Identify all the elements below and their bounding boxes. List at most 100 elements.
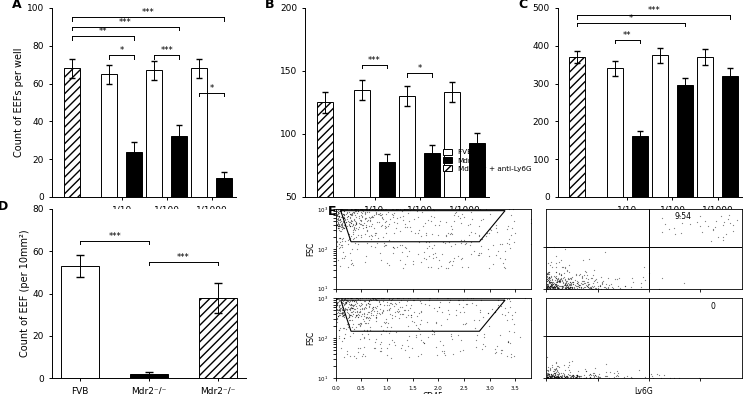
Point [377,307,389,314]
Point [350,299,362,305]
Point [345,304,357,310]
Point [371,218,383,225]
Point [430,319,442,325]
Point [562,362,574,368]
Text: **: ** [623,31,631,40]
Point [330,225,342,231]
Point [618,374,630,381]
Point [374,206,386,212]
Point [562,286,574,292]
Point [407,206,419,212]
Point [331,208,343,214]
Point [541,370,553,376]
Point [455,237,467,243]
Point [562,276,574,282]
Point [449,312,461,318]
Point [565,284,577,290]
Point [330,213,342,219]
Point [562,364,574,370]
Point [334,234,346,241]
Point [554,278,565,284]
Point [670,230,682,237]
Point [339,295,351,301]
Point [446,226,458,232]
Point [612,370,624,376]
Point [542,364,554,370]
Point [344,298,356,305]
Point [333,206,345,213]
Point [330,206,342,212]
Point [561,373,573,379]
Point [557,282,569,289]
Point [555,286,567,292]
Point [656,229,668,235]
Point [580,374,592,380]
Point [694,213,706,219]
Point [541,374,553,380]
Point [422,297,434,303]
Point [372,234,384,241]
Point [364,215,376,221]
Point [335,295,347,301]
Point [339,301,351,308]
Point [395,311,407,317]
Point [590,275,602,282]
Point [347,208,359,215]
Point [638,264,650,270]
Point [506,312,518,318]
Point [428,329,440,335]
Point [484,211,496,217]
Point [548,284,560,290]
Point [545,371,557,377]
Point [348,306,360,312]
Point [554,285,566,292]
Point [339,300,351,306]
Point [336,309,348,315]
Point [562,285,574,292]
Point [335,206,347,212]
Point [727,222,739,229]
Point [560,374,572,380]
Bar [607,69,623,197]
Point [331,319,343,325]
Point [573,286,585,292]
Point [625,284,637,290]
Point [595,279,607,286]
Point [344,295,356,301]
Point [396,303,408,310]
Point [354,296,366,303]
Point [372,303,383,309]
Point [546,283,558,290]
Point [430,254,442,260]
Point [386,206,398,212]
Point [345,211,357,217]
Point [336,295,348,301]
Point [542,283,554,289]
Point [430,344,442,350]
Point [374,306,386,312]
Point [599,284,611,290]
Point [339,299,351,305]
Point [553,374,565,380]
Point [336,210,348,216]
Point [348,226,360,232]
Point [343,209,355,216]
Point [586,370,598,376]
Point [336,310,348,317]
Point [560,285,572,292]
Point [376,214,388,220]
Point [718,219,730,225]
Point [587,375,599,381]
Point [717,236,729,243]
Point [363,309,374,316]
Point [333,223,345,229]
Point [390,329,402,335]
Point [549,374,561,381]
Point [552,369,564,375]
Point [474,236,486,242]
Point [363,217,375,223]
Point [357,206,369,212]
Point [348,217,360,223]
Point [548,366,560,372]
Point [410,334,422,340]
